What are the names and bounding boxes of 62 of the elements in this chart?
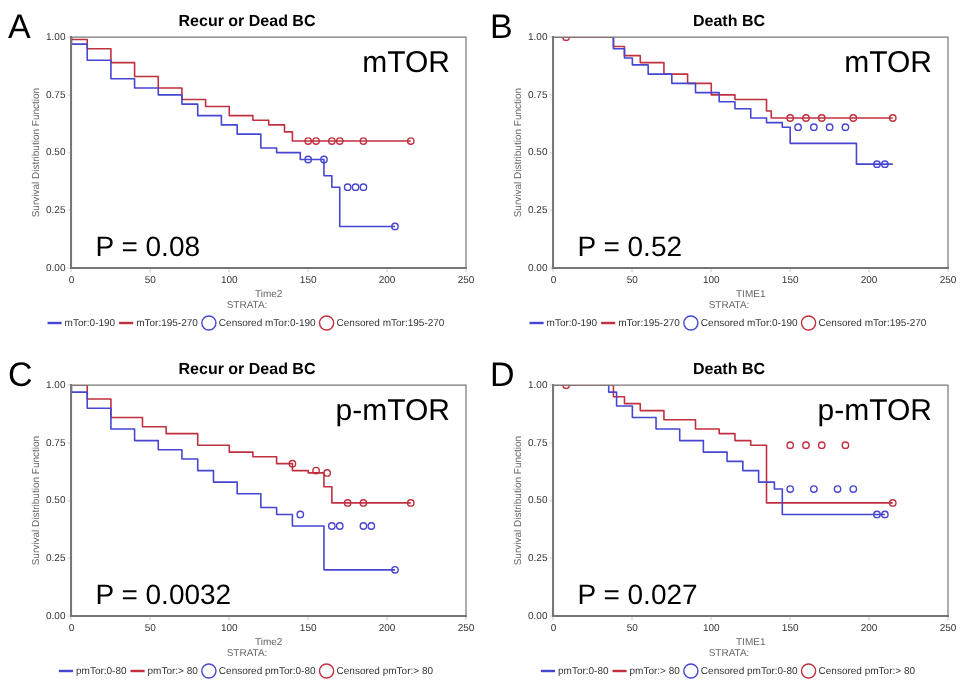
point [406, 499, 415, 507]
point [873, 160, 881, 169]
text: A [8, 8, 31, 48]
point [343, 183, 352, 192]
point [833, 485, 842, 493]
point [786, 441, 795, 450]
point [809, 123, 818, 132]
point [841, 123, 850, 132]
point [817, 441, 826, 450]
point [406, 137, 415, 145]
point [841, 441, 850, 450]
chart-title: Death BC [692, 12, 766, 31]
point [359, 522, 368, 530]
annotation: mTOR [362, 46, 451, 81]
point [786, 114, 795, 122]
point [391, 222, 399, 231]
point [335, 522, 344, 530]
point [888, 114, 897, 122]
point [327, 522, 336, 530]
point [359, 183, 368, 192]
point [351, 183, 360, 192]
point [343, 499, 352, 507]
point [296, 510, 305, 519]
point [359, 499, 368, 507]
point [880, 510, 889, 519]
point [304, 137, 313, 145]
point [367, 522, 376, 530]
annotation: p-mTOR [817, 394, 933, 429]
annotation: mTOR [844, 46, 933, 81]
point [888, 499, 897, 507]
text: C [8, 356, 33, 396]
point [825, 123, 834, 132]
annotation: p-mTOR [335, 394, 451, 429]
point [312, 137, 320, 145]
chart-title: Recur or Dead BC [178, 360, 316, 379]
text: B [490, 8, 513, 48]
point [873, 510, 881, 519]
text: D [490, 356, 515, 396]
point [794, 123, 802, 132]
point [880, 160, 889, 169]
point [817, 114, 826, 122]
annotation: P = 0.027 [577, 577, 699, 610]
point [288, 459, 297, 468]
point [849, 114, 858, 122]
point [304, 155, 313, 164]
point [320, 155, 328, 164]
chart-title: Recur or Dead BC [178, 12, 316, 31]
point [391, 565, 399, 574]
annotation: P = 0.0032 [95, 577, 232, 610]
point [327, 137, 336, 145]
annotation: P = 0.08 [95, 229, 201, 262]
point [335, 137, 344, 145]
annotation: P = 0.52 [577, 229, 683, 262]
point [323, 469, 332, 477]
point [786, 485, 795, 493]
point [849, 485, 858, 493]
point [802, 441, 810, 450]
chart-title: Death BC [692, 360, 766, 379]
point [802, 114, 810, 122]
point [359, 137, 368, 145]
point [312, 466, 320, 475]
point [809, 485, 818, 493]
